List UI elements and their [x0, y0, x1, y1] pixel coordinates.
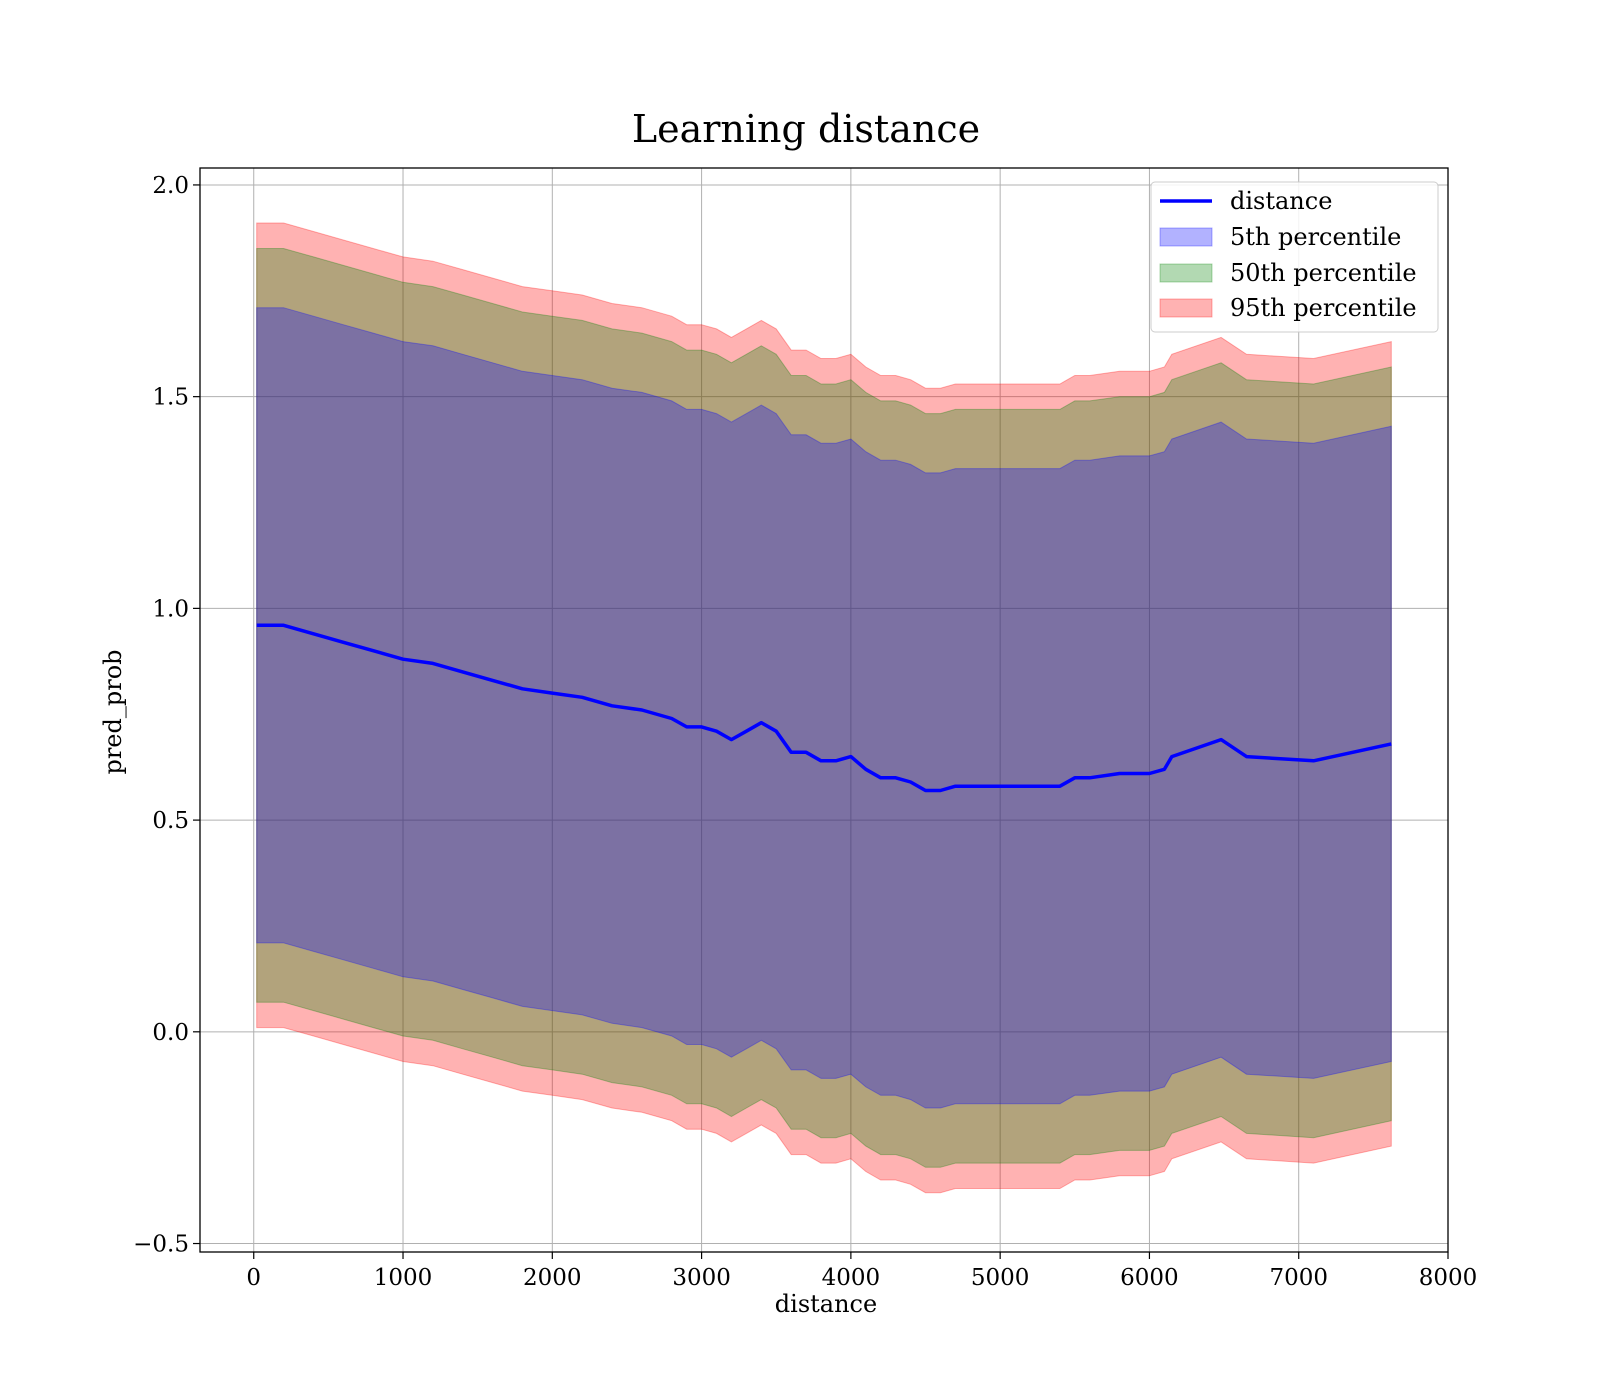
legend-label-95th: 95th percentile [1230, 294, 1417, 322]
legend-swatch-5th [1159, 227, 1213, 247]
legend-label-50th: 50th percentile [1230, 259, 1417, 287]
band-50th-percentile [256, 248, 1392, 1168]
x-tick-label: 4000 [822, 1265, 881, 1291]
y-tick-label: 2.0 [152, 173, 189, 199]
x-tick-label: 0 [246, 1265, 261, 1291]
x-tick-label: 7000 [1269, 1265, 1328, 1291]
x-tick-label: 5000 [971, 1265, 1030, 1291]
y-tick-label: 0.0 [152, 1020, 189, 1046]
x-tick-label: 2000 [523, 1265, 582, 1291]
distance-series-line [256, 623, 1392, 793]
band-95th-percentile [256, 222, 1392, 1194]
y-tick-label: 0.5 [152, 808, 189, 834]
y-axis-ticks: −0.5 0.0 0.5 1.0 1.5 2.0 [133, 173, 200, 1258]
legend-label-5th: 5th percentile [1230, 223, 1401, 251]
x-tick-label: 6000 [1120, 1265, 1179, 1291]
y-tick-label: 1.5 [152, 385, 189, 411]
x-tick-label: 1000 [374, 1265, 433, 1291]
y-tick-label: −0.5 [133, 1232, 189, 1258]
legend-label-distance: distance [1230, 187, 1332, 215]
legend-box [1150, 181, 1439, 333]
band-5th-percentile [256, 307, 1392, 1109]
percentile-bands [256, 222, 1392, 1194]
y-tick-label: 1.0 [152, 596, 189, 622]
x-tick-label: 8000 [1419, 1265, 1478, 1291]
legend-swatch-50th [1159, 263, 1213, 283]
x-tick-label: 3000 [672, 1265, 731, 1291]
x-axis-label: distance [775, 1290, 877, 1318]
y-axis-label: pred_prob [99, 649, 127, 774]
chart-title: Learning distance [632, 107, 980, 151]
legend: distance 5th percentile 50th percentile … [1150, 181, 1439, 333]
x-axis-ticks: 0 1000 2000 3000 4000 5000 6000 7000 8000 [246, 1252, 1477, 1291]
plot-area-frame [199, 167, 1449, 1253]
legend-swatch-95th [1159, 298, 1213, 318]
